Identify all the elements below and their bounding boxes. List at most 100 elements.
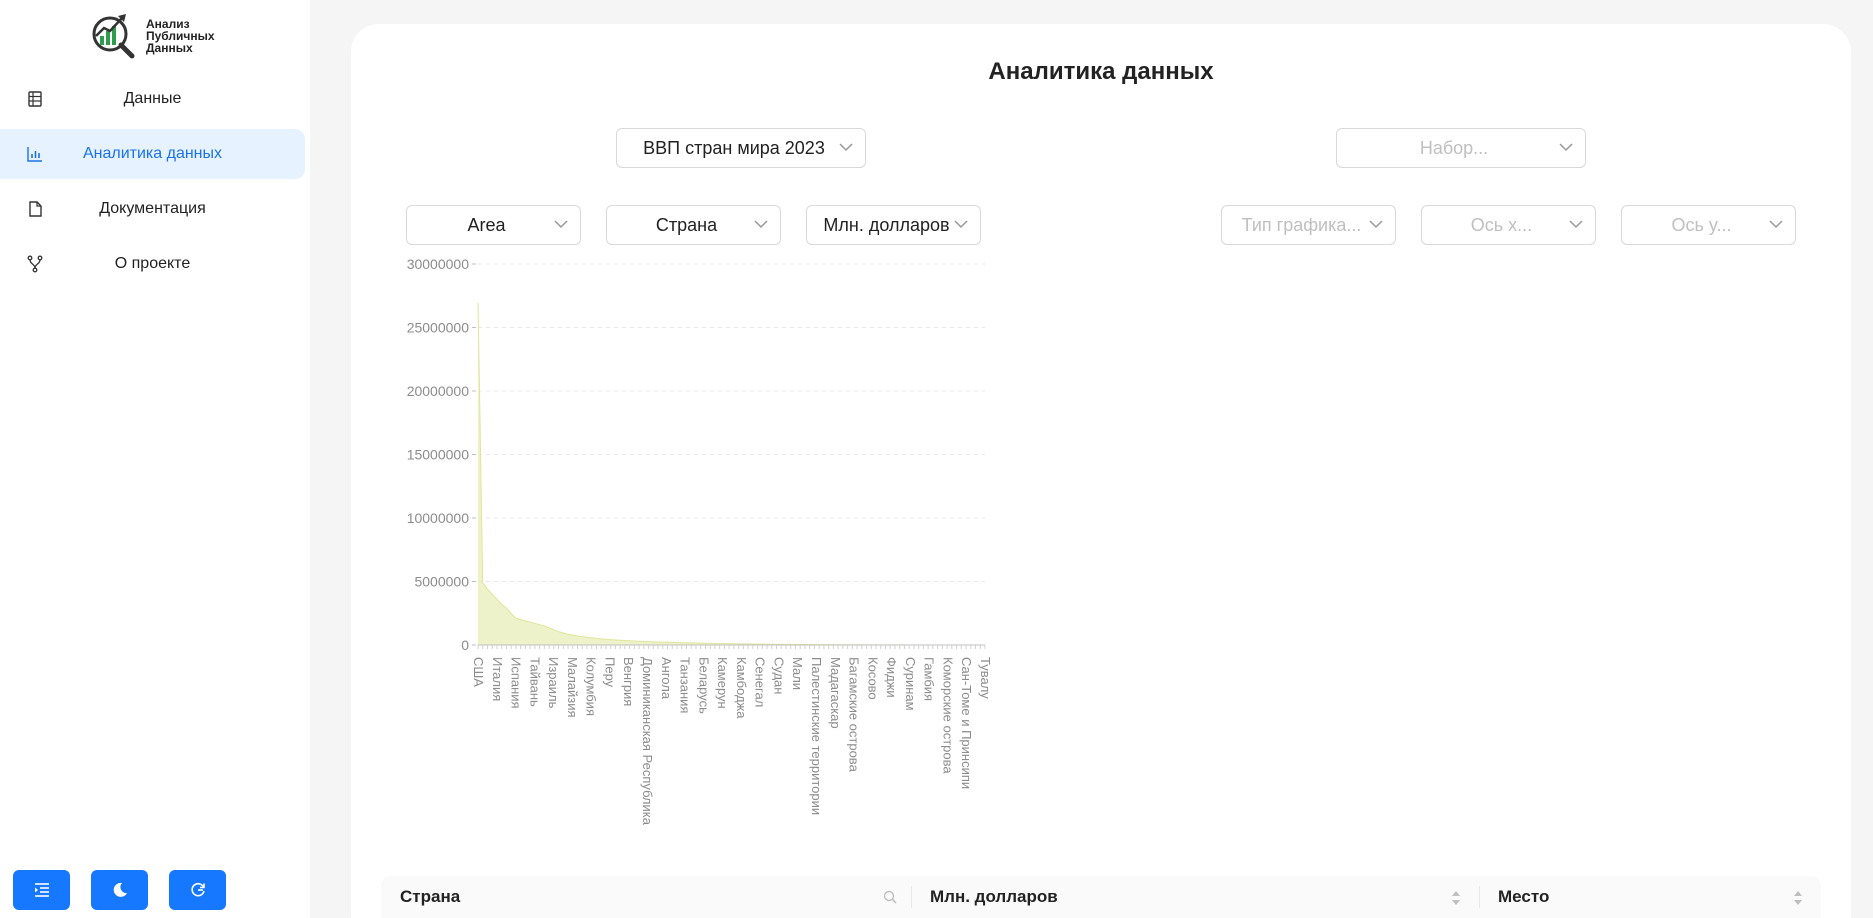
chart-type-select-right[interactable]: Тип графика... [1221, 205, 1396, 245]
search-icon[interactable] [883, 890, 897, 904]
x-category-label: Суринам [903, 657, 918, 711]
chevron-down-icon [1569, 220, 1583, 229]
chevron-down-icon [1559, 143, 1573, 152]
x-category-label: Фиджи [884, 657, 899, 698]
chevron-down-icon [554, 220, 568, 229]
x-category-label: Сенегал [753, 657, 768, 707]
chevron-down-icon [839, 143, 853, 152]
collapse-menu-button[interactable] [13, 870, 70, 910]
logo-line-3: Данных [146, 41, 193, 55]
x-category-label: Венгрия [621, 657, 636, 706]
x-category-label: Сан-Томе и Принсипи [959, 657, 974, 789]
area-series [478, 302, 985, 645]
x-category-label: Палестинские территории [809, 657, 824, 815]
x-axis-placeholder: Ось x... [1470, 214, 1533, 235]
magnifier-chart-logo-icon [92, 14, 135, 59]
sidebar-item-label: О проекте [114, 255, 191, 272]
x-category-label: Танзания [678, 657, 693, 713]
sidebar-item-data[interactable]: Данные [0, 74, 305, 124]
x-category-label: Израиль [546, 657, 561, 709]
x-category-label: Доминиканская Республика [640, 657, 655, 826]
x-category-label: Тайвань [527, 657, 542, 707]
x-category-label: Косово [865, 657, 880, 700]
page-title: Аналитика данных [988, 58, 1214, 85]
column-header-country[interactable]: Страна [381, 876, 911, 918]
refresh-icon [190, 882, 205, 897]
x-category-label: Малайзия [565, 657, 580, 718]
y-field-select-left[interactable]: Млн. долларов [806, 205, 981, 245]
logo-line-1: Анализ [146, 17, 190, 31]
file-icon [29, 201, 42, 217]
y-tick-label: 25000000 [407, 320, 470, 336]
logo-text: Анализ Публичных Данных [146, 18, 226, 54]
x-category-label: Мали [790, 657, 805, 690]
column-label: Млн. долларов [930, 887, 1058, 906]
x-category-label: Камерун [715, 657, 730, 709]
x-category-label: Ангола [659, 657, 674, 700]
y-tick-label: 20000000 [407, 383, 470, 399]
area-chart: 30000000 25000000 20000000 15000000 10000000… [407, 256, 993, 826]
x-category-label: Багамские острова [847, 657, 862, 773]
sort-icon[interactable] [1793, 890, 1803, 906]
sidebar-item-documentation[interactable]: Документация [0, 184, 305, 234]
table-header: Страна Млн. долларов Место [381, 876, 1821, 918]
chevron-down-icon [754, 220, 768, 229]
analytics-card: Аналитика данных ВВП стран мира 2023 Наб… [351, 24, 1851, 918]
x-category-label: Колумбия [584, 657, 599, 716]
table-icon [28, 91, 42, 107]
x-category-label: Коморские острова [940, 657, 955, 774]
x-category-label: Тувалу [978, 657, 993, 699]
y-tick-label: 15000000 [407, 447, 470, 463]
y-tick-label: 30000000 [407, 256, 470, 272]
sidebar-item-label: Данные [123, 90, 182, 107]
column-label: Место [1498, 887, 1550, 906]
chart-type-select-left[interactable]: Area [406, 205, 581, 245]
x-category-label: Гамбия [922, 657, 937, 701]
sidebar-bottom-buttons [13, 870, 226, 910]
fork-icon [27, 255, 43, 273]
sidebar-nav: Данные Аналитика данных Документация [0, 74, 310, 294]
dataset-select-value: ВВП стран мира 2023 [643, 137, 825, 158]
x-field-select-value: Страна [655, 214, 718, 235]
chevron-down-icon [1769, 220, 1783, 229]
refresh-button[interactable] [169, 870, 226, 910]
y-axis-placeholder: Ось y... [1671, 214, 1732, 235]
y-tick-label: 5000000 [414, 574, 469, 590]
x-category-label: США [471, 657, 486, 687]
y-field-select-value: Млн. долларов [823, 214, 950, 235]
menu-collapse-icon [34, 883, 49, 897]
chevron-down-icon [1369, 220, 1383, 229]
chevron-down-icon [954, 220, 968, 229]
dark-mode-button[interactable] [91, 870, 148, 910]
logo-line-2: Публичных [146, 29, 215, 43]
sidebar-item-about[interactable]: О проекте [0, 239, 305, 289]
y-tick-label: 0 [461, 637, 469, 653]
x-category-label: Испания [509, 657, 524, 709]
y-axis-select-right[interactable]: Ось y... [1621, 205, 1796, 245]
x-category-label: Камбоджа [734, 657, 749, 719]
column-label: Страна [400, 887, 461, 906]
x-category-label: Перу [602, 657, 617, 688]
x-field-select-left[interactable]: Страна [606, 205, 781, 245]
column-header-place[interactable]: Место [1479, 876, 1821, 918]
sort-icon[interactable] [1451, 890, 1461, 906]
column-header-mln-dollars[interactable]: Млн. долларов [911, 876, 1479, 918]
x-category-label: Беларусь [696, 657, 711, 714]
sidebar-item-label: Документация [99, 200, 206, 217]
x-category-label: Мадагаскар [828, 657, 843, 729]
y-tick-label: 10000000 [407, 510, 470, 526]
set-select-placeholder: Набор... [1419, 137, 1489, 158]
chart-type-placeholder: Тип графика... [1241, 214, 1362, 235]
chart-type-select-value: Area [467, 214, 506, 235]
logo[interactable]: Анализ Публичных Данных [90, 12, 226, 60]
sidebar-item-label: Аналитика данных [82, 145, 223, 162]
x-category-label: Судан [771, 657, 786, 694]
dataset-select[interactable]: ВВП стран мира 2023 [616, 128, 866, 168]
set-select[interactable]: Набор... [1336, 128, 1586, 168]
x-axis-select-right[interactable]: Ось x... [1421, 205, 1596, 245]
sidebar-item-analytics[interactable]: Аналитика данных [0, 129, 305, 179]
sidebar: Анализ Публичных Данных Данные Аналитика… [0, 0, 310, 918]
moon-icon [113, 882, 127, 897]
area-series-line [477, 302, 985, 646]
bar-chart-icon [27, 147, 42, 162]
